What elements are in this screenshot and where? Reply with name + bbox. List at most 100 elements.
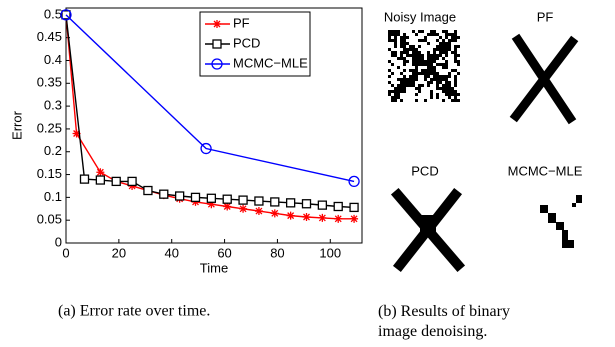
pixel — [448, 75, 451, 78]
pixel — [445, 90, 448, 93]
pf-image — [516, 40, 572, 118]
pixel — [445, 51, 448, 54]
pixel — [436, 57, 439, 60]
pixel — [418, 84, 421, 87]
pixel — [451, 36, 454, 39]
pixel — [415, 72, 418, 75]
pixel — [448, 39, 451, 42]
pixel — [430, 57, 433, 60]
marker — [334, 215, 342, 223]
pixel — [394, 96, 397, 99]
caption-part: image denoising. — [378, 323, 487, 340]
panel-title: Noisy Image — [384, 9, 456, 24]
pixel — [391, 90, 394, 93]
pixel — [400, 42, 403, 45]
marker — [303, 213, 311, 221]
pixel — [403, 36, 406, 39]
legend-label: MCMC−MLE — [233, 55, 308, 70]
pixel — [400, 99, 403, 102]
pixel — [439, 42, 442, 45]
pixel — [409, 69, 412, 72]
pixel — [412, 75, 415, 78]
pixel — [445, 36, 448, 39]
pixel — [412, 81, 415, 84]
pixel — [424, 60, 427, 63]
pixel — [430, 66, 433, 69]
pixel — [454, 81, 457, 84]
pixel — [409, 81, 412, 84]
pixel — [445, 45, 448, 48]
pixel — [388, 48, 391, 51]
pixel — [403, 48, 406, 51]
pixel — [439, 75, 442, 78]
pixel — [403, 90, 406, 93]
marker — [350, 203, 358, 211]
pixel — [427, 60, 430, 63]
pixel — [430, 81, 433, 84]
pixel — [442, 57, 445, 60]
marker — [112, 177, 120, 185]
pixel — [457, 63, 460, 66]
pixel — [454, 60, 457, 63]
pixel — [415, 60, 418, 63]
pixel — [442, 90, 445, 93]
y-tick-label: 0.35 — [37, 75, 62, 90]
pixel — [424, 36, 427, 39]
pixel — [433, 75, 436, 78]
pixel — [457, 72, 460, 75]
pixel — [427, 42, 430, 45]
pixel — [427, 81, 430, 84]
pixel — [451, 90, 454, 93]
pixel — [457, 93, 460, 96]
pixel — [415, 78, 418, 81]
marker — [255, 207, 263, 215]
pixel — [415, 93, 418, 96]
pixel — [436, 84, 439, 87]
pixel — [448, 33, 451, 36]
pixel — [445, 81, 448, 84]
pixel — [424, 39, 427, 42]
pixel — [433, 33, 436, 36]
pixel — [388, 30, 391, 33]
pixel — [442, 99, 445, 102]
pixel — [427, 54, 430, 57]
pcd-image — [398, 195, 458, 265]
pixel — [403, 39, 406, 42]
pixel — [421, 72, 424, 75]
pixel — [412, 57, 415, 60]
pixel — [403, 45, 406, 48]
pixel — [439, 45, 442, 48]
mcmc-image — [540, 195, 582, 248]
pixel — [439, 54, 442, 57]
pixel — [433, 54, 436, 57]
pixel — [436, 33, 439, 36]
pixel — [403, 60, 406, 63]
pixel — [415, 48, 418, 51]
pixel — [436, 72, 439, 75]
pixel — [436, 93, 439, 96]
pixel — [409, 48, 412, 51]
pixel — [406, 60, 409, 63]
pixel — [412, 60, 415, 63]
pixel — [391, 99, 394, 102]
pixel — [412, 51, 415, 54]
pixel — [442, 48, 445, 51]
pixel — [409, 78, 412, 81]
pixel — [391, 63, 394, 66]
pixel — [442, 78, 445, 81]
pixel — [403, 63, 406, 66]
y-tick-label: 0.5 — [44, 6, 62, 21]
pixel — [412, 48, 415, 51]
pixel — [391, 51, 394, 54]
pixel — [409, 84, 412, 87]
pixel — [400, 81, 403, 84]
pixel — [433, 78, 436, 81]
pixel — [442, 84, 445, 87]
pixel — [397, 78, 400, 81]
pixel — [397, 84, 400, 87]
pixel — [427, 84, 430, 87]
pixel — [454, 93, 457, 96]
pixel — [433, 60, 436, 63]
pixel — [427, 75, 430, 78]
pixel — [442, 30, 445, 33]
